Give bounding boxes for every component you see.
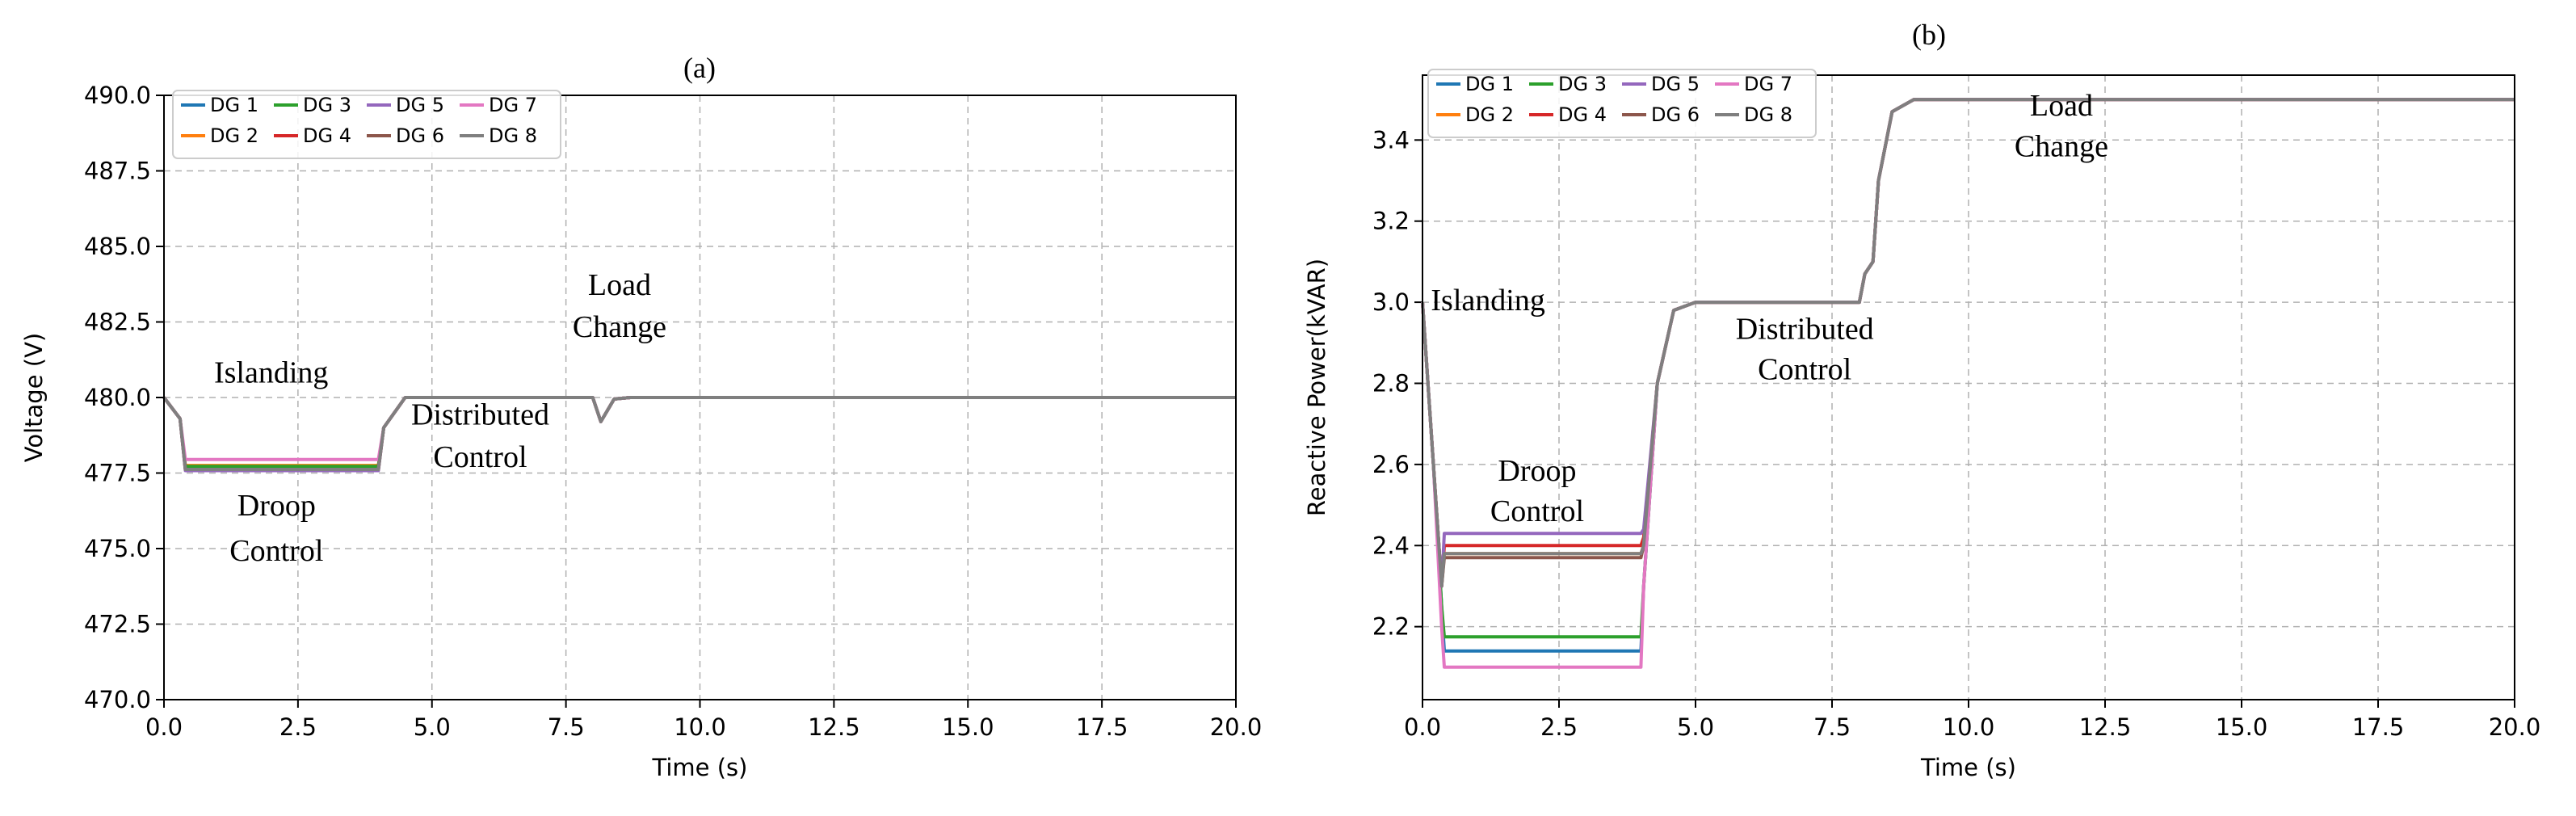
legend-label: DG 6: [1651, 103, 1700, 126]
x-tick-label: 7.5: [548, 713, 585, 741]
y-tick-label: 485.0: [84, 233, 151, 260]
x-tick-label: 5.0: [414, 713, 451, 741]
legend-label: DG 1: [210, 94, 258, 116]
x-tick-label: 7.5: [1813, 713, 1851, 741]
x-tick-label: 5.0: [1677, 713, 1714, 741]
legend-label: DG 5: [396, 94, 444, 116]
x-axis-label: Time (s): [1920, 754, 2016, 781]
voltage-chart: 0.0 2.5 5.0 7.5 10.0 12.5 15.0 17.5 20.0 470.0 472…: [20, 52, 1262, 781]
legend-label: DG 1: [1465, 73, 1514, 95]
y-tick-label: 470.0: [84, 686, 151, 713]
legend-label: DG 8: [1744, 103, 1792, 126]
plot-frame: [1422, 74, 2515, 700]
legend-box: [1427, 69, 1817, 138]
chart-title: (a): [683, 52, 716, 84]
annotation-label: Droop: [1498, 454, 1576, 488]
legend-label: DG 7: [1744, 73, 1792, 95]
legend-box: [172, 90, 561, 159]
y-tick-label: 477.5: [84, 460, 151, 487]
y-tick-label: 3.0: [1372, 288, 1410, 316]
legend-label: DG 6: [396, 124, 444, 147]
annotation-label: Change: [573, 310, 666, 344]
y-axis-label: Reactive Power(kVAR): [1303, 259, 1330, 516]
y-tick-label: 2.8: [1372, 369, 1410, 397]
x-tick-label: 17.5: [1076, 713, 1128, 741]
annotation-label: Droop: [237, 489, 316, 523]
series-line-dg-8: [1421, 98, 2515, 588]
y-tick-label: 482.5: [84, 309, 151, 336]
y-tick-label: 3.2: [1372, 208, 1410, 235]
x-tick-label: 17.5: [2352, 713, 2405, 741]
legend-label: DG 4: [303, 124, 351, 147]
annotation-label: Load: [588, 268, 651, 302]
x-tick-label: 12.5: [808, 713, 860, 741]
annotation-label: Control: [433, 440, 527, 474]
y-axis-label: Voltage (V): [20, 333, 48, 462]
x-tick-label: 2.5: [279, 713, 317, 741]
legend-label: DG 3: [1558, 73, 1607, 95]
y-tick-label: 2.4: [1372, 532, 1410, 559]
legend-label: DG 4: [1558, 103, 1607, 126]
x-tick-label: 2.5: [1540, 713, 1578, 741]
y-tick-label: 490.0: [84, 82, 151, 109]
x-tick-label: 15.0: [942, 713, 994, 741]
y-tick-label: 472.5: [84, 611, 151, 638]
x-tick-label: 20.0: [1210, 713, 1263, 741]
annotation-label: Control: [1758, 352, 1851, 386]
legend-label: DG 5: [1651, 73, 1700, 95]
legend-label: DG 2: [210, 124, 258, 147]
chart-title: (b): [1912, 19, 1946, 51]
annotation-label: Control: [229, 534, 323, 568]
plot-frame: [163, 95, 1237, 700]
legend-label: DG 8: [489, 124, 537, 147]
legend-label: DG 7: [489, 94, 537, 116]
reactive-power-chart: 0.0 2.5 5.0 7.5 10.0 12.5 15.0 17.5 20.0 2.2 2.4 2.…: [1303, 19, 2540, 781]
y-tick-label: 3.4: [1372, 126, 1410, 154]
y-tick-label: 480.0: [84, 384, 151, 411]
x-tick-label: 0.0: [1404, 713, 1441, 741]
x-tick-label: 20.0: [2489, 713, 2541, 741]
series-line-dg-8: [162, 396, 1236, 471]
x-tick-label: 0.0: [145, 713, 183, 741]
annotation-label: Distributed: [411, 398, 549, 432]
y-tick-label: 2.2: [1372, 613, 1410, 641]
x-tick-label: 12.5: [2079, 713, 2132, 741]
annotation-label: Islanding: [214, 355, 328, 389]
y-tick-label: 475.0: [84, 535, 151, 562]
annotation-label: Distributed: [1736, 312, 1874, 346]
legend-label: DG 3: [303, 94, 351, 116]
annotation-label: Load: [2030, 89, 2093, 123]
x-tick-label: 15.0: [2216, 713, 2268, 741]
annotation-label: Change: [2015, 129, 2108, 163]
x-tick-label: 10.0: [1943, 713, 1995, 741]
y-tick-label: 2.6: [1372, 451, 1410, 478]
annotation-label: Islanding: [1431, 284, 1544, 318]
y-tick-label: 487.5: [84, 158, 151, 185]
x-tick-label: 10.0: [674, 713, 726, 741]
x-axis-label: Time (s): [652, 754, 748, 781]
annotation-label: Control: [1490, 494, 1584, 528]
legend-label: DG 2: [1465, 103, 1514, 126]
